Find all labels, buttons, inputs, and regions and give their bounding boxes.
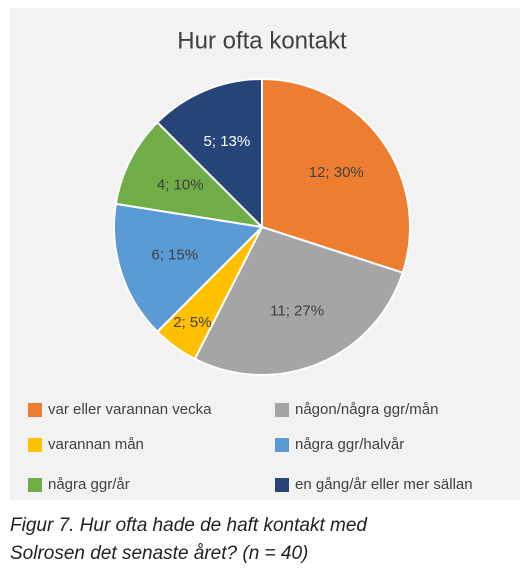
legend-label: någon/några ggr/mån bbox=[295, 401, 438, 418]
legend-swatch bbox=[275, 438, 289, 452]
chart-title: Hur ofta kontakt bbox=[177, 27, 347, 54]
data-label: 12; 30% bbox=[309, 164, 364, 181]
data-label: 4; 10% bbox=[157, 176, 204, 193]
data-label: 5; 13% bbox=[204, 133, 251, 150]
legend-swatch bbox=[28, 403, 42, 417]
pie-slice bbox=[261, 77, 411, 274]
data-label: 2; 5% bbox=[173, 314, 211, 331]
legend-label: några ggr/år bbox=[48, 476, 130, 493]
data-label: 11; 27% bbox=[270, 303, 324, 320]
legend-swatch bbox=[275, 478, 289, 492]
chart: Hur ofta kontakt 12; 30% 11; 27% 2; 5% 6; 1… bbox=[10, 8, 520, 500]
legend-swatch bbox=[28, 438, 42, 452]
legend-swatch bbox=[275, 403, 289, 417]
pie-slice bbox=[155, 77, 263, 230]
pie-slice bbox=[114, 120, 265, 229]
pie-slice bbox=[113, 202, 265, 334]
caption: Figur 7. Hur ofta hade de haft kontakt m… bbox=[10, 515, 367, 564]
legend-swatch bbox=[28, 478, 42, 492]
data-label: 6; 15% bbox=[151, 246, 198, 263]
pie-slice bbox=[193, 225, 405, 376]
legend-label: några ggr/halvår bbox=[295, 436, 404, 453]
legend-label: en gång/år eller mer sällan bbox=[295, 476, 473, 493]
legend-label: varannan mån bbox=[48, 436, 144, 453]
legend-label: var eller varannan vecka bbox=[48, 401, 212, 418]
